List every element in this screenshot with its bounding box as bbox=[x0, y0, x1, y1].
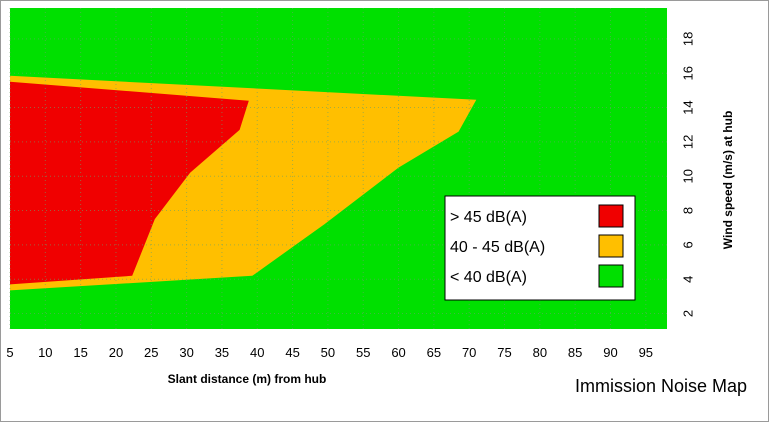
y-tick-label: 16 bbox=[681, 66, 696, 80]
legend-label: > 45 dB(A) bbox=[450, 209, 527, 226]
grid-lines bbox=[9, 8, 667, 329]
y-tick-label: 4 bbox=[681, 276, 696, 283]
x-tick-label: 95 bbox=[639, 345, 653, 360]
x-axis-title: Slant distance (m) from hub bbox=[168, 372, 327, 386]
legend-swatch bbox=[598, 264, 624, 288]
y-tick-label: 14 bbox=[681, 100, 696, 114]
x-tick-label: 45 bbox=[285, 345, 299, 360]
x-tick-label: 15 bbox=[73, 345, 87, 360]
x-tick-label: 70 bbox=[462, 345, 476, 360]
y-tick-label: 12 bbox=[681, 135, 696, 149]
legend: > 45 dB(A) 40 - 45 dB(A) < 40 dB(A) bbox=[444, 195, 636, 301]
x-tick-label: 60 bbox=[391, 345, 405, 360]
legend-label: < 40 dB(A) bbox=[450, 269, 527, 286]
x-tick-label: 10 bbox=[38, 345, 52, 360]
chart-title: Immission Noise Map bbox=[575, 376, 747, 396]
x-tick-label: 55 bbox=[356, 345, 370, 360]
x-tick-label: 80 bbox=[533, 345, 547, 360]
legend-label: 40 - 45 dB(A) bbox=[450, 239, 545, 256]
zone-0 bbox=[10, 81, 249, 285]
x-tick-label: 20 bbox=[109, 345, 123, 360]
x-tick-label: 35 bbox=[215, 345, 229, 360]
noise-zones bbox=[10, 75, 477, 291]
y-tick-label: 2 bbox=[681, 310, 696, 317]
x-tick-labels: 5 10 15 20 25 30 35 40 45 50 55 60 65 70 75 80 85 90 95 bbox=[6, 345, 653, 360]
x-tick-label: 40 bbox=[250, 345, 264, 360]
x-tick-label: 90 bbox=[603, 345, 617, 360]
legend-swatch bbox=[598, 204, 624, 228]
y-tick-label: 8 bbox=[681, 207, 696, 214]
y-tick-label: 18 bbox=[681, 32, 696, 46]
x-tick-label: 85 bbox=[568, 345, 582, 360]
x-tick-label: 75 bbox=[497, 345, 511, 360]
y-tick-label: 10 bbox=[681, 169, 696, 183]
x-tick-label: 65 bbox=[427, 345, 441, 360]
y-axis-title: Wind speed (m/s) at hub bbox=[721, 111, 735, 250]
x-tick-label: 5 bbox=[6, 345, 13, 360]
y-tick-labels: 2 4 6 8 10 12 14 16 18 bbox=[681, 32, 696, 318]
y-tick-label: 6 bbox=[681, 241, 696, 248]
x-tick-label: 50 bbox=[321, 345, 335, 360]
x-tick-label: 30 bbox=[179, 345, 193, 360]
legend-swatch bbox=[598, 234, 624, 258]
x-tick-label: 25 bbox=[144, 345, 158, 360]
